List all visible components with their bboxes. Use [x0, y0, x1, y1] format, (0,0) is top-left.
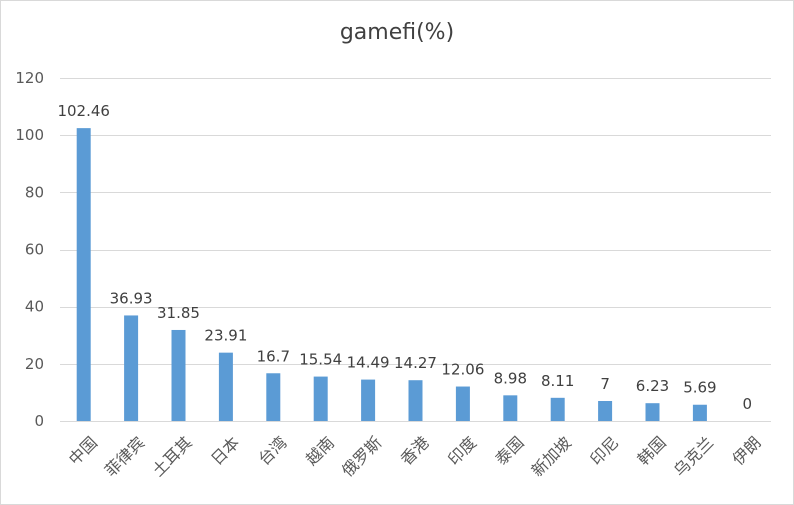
bar	[455, 386, 470, 421]
data-label: 36.93	[110, 289, 153, 307]
data-label: 8.11	[541, 372, 574, 390]
bar	[598, 400, 613, 421]
bar	[503, 395, 518, 421]
bar	[76, 128, 91, 421]
data-label: 0	[743, 395, 753, 413]
bar	[408, 380, 423, 421]
y-tick-label: 120	[15, 69, 44, 87]
data-label: 15.54	[299, 351, 342, 369]
data-label: 102.46	[57, 102, 110, 120]
x-tick-label: 台湾	[255, 433, 291, 469]
y-tick-label: 80	[25, 183, 44, 201]
y-tick-label: 60	[25, 241, 44, 259]
bar	[171, 329, 186, 421]
y-axis: 0 20 40 60 80 100 120	[15, 69, 44, 430]
x-tick-label: 印度	[444, 433, 480, 469]
data-label: 7	[600, 375, 610, 393]
x-axis: 中国 菲律宾 土耳其 日本 台湾 越南 俄罗斯 香港 印度 泰国 新加坡 印尼 韩国 乌克兰 伊朗	[65, 433, 765, 480]
bar	[124, 315, 139, 421]
data-label: 23.91	[204, 327, 247, 345]
y-tick-label: 20	[25, 355, 44, 373]
bar	[692, 404, 707, 421]
data-label: 31.85	[157, 304, 200, 322]
bar	[645, 403, 660, 421]
bar	[550, 397, 565, 421]
x-tick-label: 伊朗	[729, 433, 765, 469]
data-label: 6.23	[636, 377, 669, 395]
x-tick-label: 日本	[207, 433, 243, 469]
data-label: 14.49	[347, 354, 390, 372]
x-tick-label: 香港	[397, 433, 433, 469]
x-tick-label: 菲律宾	[101, 433, 148, 480]
bar	[218, 352, 233, 421]
data-label: 5.69	[683, 379, 716, 397]
data-label: 16.7	[257, 347, 290, 365]
bar	[313, 376, 328, 421]
data-label: 14.27	[394, 354, 437, 372]
bar	[266, 373, 281, 421]
x-tick-label: 印尼	[586, 433, 622, 469]
x-tick-label: 新加坡	[528, 433, 575, 480]
data-label: 8.98	[494, 369, 527, 387]
x-tick-label: 俄罗斯	[338, 433, 385, 480]
x-tick-label: 土耳其	[148, 433, 195, 480]
data-label: 12.06	[441, 361, 484, 379]
chart-title: gamefi(%)	[339, 20, 455, 45]
x-tick-label: 泰国	[492, 433, 528, 469]
y-tick-label: 100	[15, 126, 44, 144]
bar	[361, 379, 376, 421]
x-tick-label: 乌克兰	[670, 433, 717, 480]
x-tick-label: 越南	[302, 433, 338, 469]
bars	[76, 128, 707, 421]
x-tick-label: 中国	[65, 433, 101, 469]
y-tick-label: 40	[25, 298, 44, 316]
y-tick-label: 0	[34, 412, 44, 430]
x-tick-label: 韩国	[634, 433, 670, 469]
